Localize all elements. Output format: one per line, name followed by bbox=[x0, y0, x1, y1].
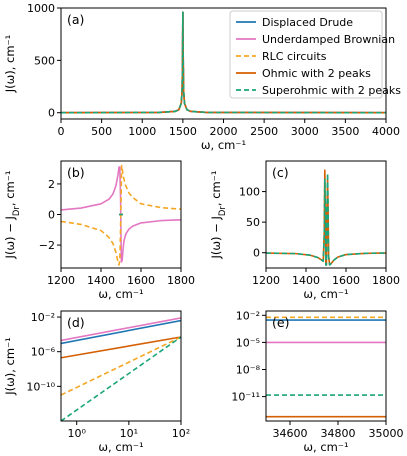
x-tick-label: 500 bbox=[91, 125, 112, 138]
panel-d-frame bbox=[60, 310, 182, 422]
legend-item: Ohmic with 2 peaks bbox=[236, 67, 371, 80]
y-tick-label: 0 bbox=[48, 209, 55, 222]
panel-label: (d) bbox=[67, 315, 85, 330]
y-axis-label: J(ω) − JDr, cm⁻¹ bbox=[209, 171, 228, 260]
x-tick-label: 34800 bbox=[321, 427, 356, 440]
series-line-sup bbox=[61, 11, 386, 114]
x-tick-label: 1800 bbox=[167, 274, 195, 287]
y-tick-label: 100 bbox=[239, 186, 260, 199]
x-tick-label: 1400 bbox=[87, 274, 115, 287]
x-tick-label: 1800 bbox=[372, 274, 400, 287]
x-tick-label: 3000 bbox=[291, 125, 319, 138]
series-line-sup bbox=[266, 172, 386, 266]
y-tick-label: 10⁻¹⁰ bbox=[26, 380, 55, 393]
legend-item: Displaced Drude bbox=[236, 16, 353, 29]
panel-b: 1200 1400 1600 1800 −2 0 2 (b) ω, cm⁻¹ J(ω) − JDr… bbox=[3, 160, 195, 301]
legend-item: RLC circuits bbox=[236, 50, 327, 63]
x-tick-label: 4000 bbox=[372, 125, 400, 138]
x-tick-label: 1500 bbox=[169, 125, 197, 138]
legend-label: RLC circuits bbox=[262, 50, 327, 63]
y-tick-label: 10⁻⁸ bbox=[236, 364, 261, 377]
x-tick-label: 3500 bbox=[331, 125, 359, 138]
legend-label: Ohmic with 2 peaks bbox=[262, 67, 371, 80]
y-tick-label: 500 bbox=[34, 54, 55, 67]
x-tick-label: 0 bbox=[58, 125, 65, 138]
x-tick-label: 2500 bbox=[250, 125, 278, 138]
x-axis-label: ω, cm⁻¹ bbox=[98, 287, 143, 301]
panel-e: 34600 34800 35000 10⁻¹¹ 10⁻⁸ 10⁻⁵ 10⁻² (e) ω, cm… bbox=[231, 309, 403, 454]
y-tick-label: 50 bbox=[246, 216, 260, 229]
panel-e-curves bbox=[266, 316, 386, 418]
x-tick-label: 1200 bbox=[252, 274, 280, 287]
series-line-drude bbox=[61, 319, 181, 345]
y-tick-label: 10⁻⁶ bbox=[31, 346, 56, 359]
panel-b-curves bbox=[61, 164, 181, 266]
y-tick-label: 10⁻² bbox=[31, 311, 55, 324]
panel-d-curves bbox=[61, 317, 181, 421]
legend-frame bbox=[229, 10, 383, 99]
x-axis-label: ω, cm⁻¹ bbox=[303, 287, 348, 301]
x-tick-label: 1200 bbox=[47, 274, 75, 287]
y-tick-label: 10⁻¹¹ bbox=[231, 391, 260, 404]
panel-c-frame bbox=[265, 160, 387, 269]
y-axis-label: J(ω), cm⁻¹ bbox=[3, 35, 17, 94]
legend-item: Underdamped Brownian bbox=[236, 33, 395, 46]
y-tick-label: 0 bbox=[48, 107, 55, 120]
legend-label: Displaced Drude bbox=[262, 16, 353, 29]
panel-label: (c) bbox=[272, 165, 289, 180]
x-tick-label: 10¹ bbox=[120, 427, 138, 440]
x-tick-label: 1600 bbox=[332, 274, 360, 287]
legend-item: Superohmic with 2 peaks bbox=[236, 84, 401, 97]
y-tick-label: 2 bbox=[48, 178, 55, 191]
x-tick-label: 2000 bbox=[210, 125, 238, 138]
x-tick-label: 10⁰ bbox=[67, 427, 86, 440]
x-tick-label: 35000 bbox=[369, 427, 404, 440]
panel-label: (b) bbox=[67, 165, 85, 180]
x-tick-label: 1000 bbox=[128, 125, 156, 138]
y-tick-label: 10⁻² bbox=[236, 309, 260, 322]
y-tick-label: −2 bbox=[39, 239, 55, 252]
y-tick-label: 1000 bbox=[27, 2, 55, 15]
x-tick-label: 10² bbox=[172, 427, 190, 440]
panel-label: (e) bbox=[272, 315, 289, 330]
legend-label: Underdamped Brownian bbox=[262, 33, 395, 46]
panel-label: (a) bbox=[67, 12, 84, 27]
panel-c-curves bbox=[266, 169, 386, 266]
panel-e-frame bbox=[265, 310, 387, 422]
series-line-sup bbox=[61, 336, 181, 421]
x-tick-label: 1400 bbox=[292, 274, 320, 287]
series-line-brown bbox=[61, 317, 181, 342]
y-tick-label: 10⁻⁵ bbox=[236, 336, 260, 349]
x-axis-label: ω, cm⁻¹ bbox=[98, 440, 143, 454]
y-axis-label: J(ω), cm⁻¹ bbox=[3, 337, 17, 396]
y-axis-label: J(ω) − JDr, cm⁻¹ bbox=[3, 171, 22, 260]
panel-a: 0 500 1000 1500 2000 2500 3000 3500 4000 0 500 1000… bbox=[3, 2, 400, 152]
legend: Displaced Drude Underdamped Brownian RLC c… bbox=[229, 10, 401, 99]
panel-d: 10⁰ 10¹ 10² 10⁻¹⁰ 10⁻⁶ 10⁻² (d) ω, cm⁻¹ J(ω), cm… bbox=[3, 310, 190, 454]
panel-c: 1200 1400 1600 1800 0 50 100 (c) ω, cm⁻¹ J(ω) − J… bbox=[209, 160, 400, 301]
panel-a-curves bbox=[61, 11, 386, 114]
x-axis-label: ω, cm⁻¹ bbox=[201, 138, 246, 152]
x-tick-label: 1600 bbox=[127, 274, 155, 287]
series-line-rlc bbox=[61, 336, 181, 396]
series-line-ohm bbox=[61, 336, 181, 359]
x-tick-label: 34600 bbox=[273, 427, 308, 440]
y-tick-label: 0 bbox=[253, 247, 260, 260]
x-axis-label: ω, cm⁻¹ bbox=[303, 440, 348, 454]
legend-label: Superohmic with 2 peaks bbox=[262, 84, 401, 97]
